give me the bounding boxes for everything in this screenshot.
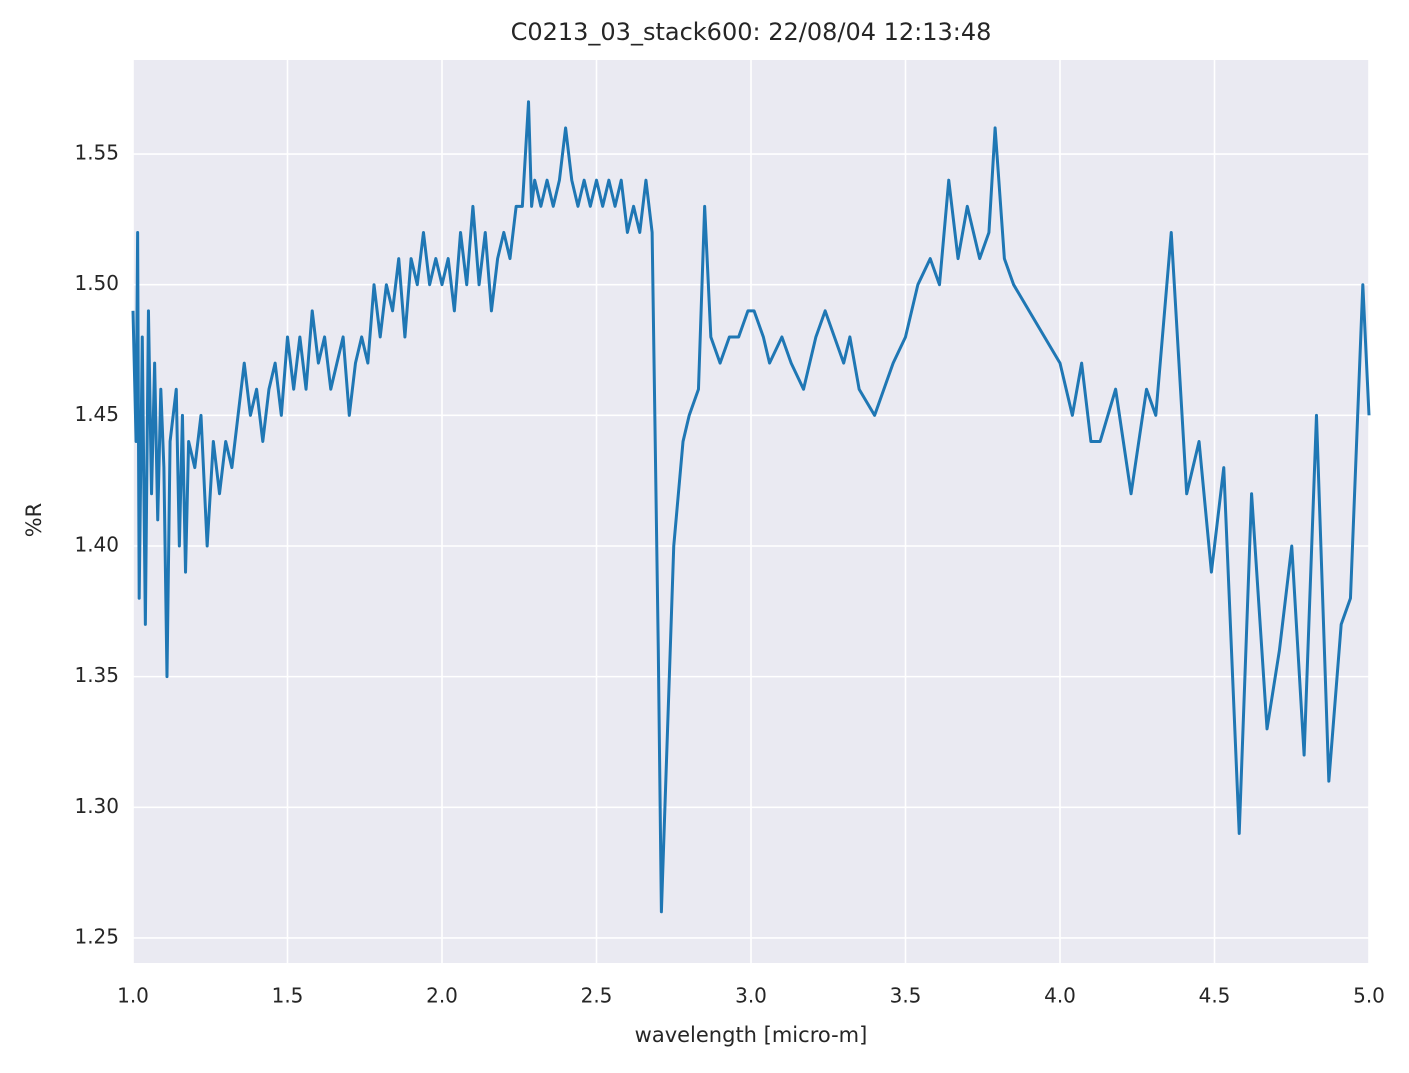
x-tick-label: 1.0 (117, 984, 149, 1008)
y-tick-label: 1.45 (74, 402, 119, 426)
chart-title: C0213_03_stack600: 22/08/04 12:13:48 (511, 18, 992, 46)
y-tick-label: 1.30 (74, 794, 119, 818)
x-tick-label: 1.5 (272, 984, 304, 1008)
data-line (131, 100, 1371, 914)
y-tick-label: 1.55 (74, 141, 119, 165)
x-axis-label: wavelength [micro-m] (635, 1023, 868, 1047)
y-tick-label: 1.40 (74, 532, 119, 556)
y-tick-label: 1.35 (74, 663, 119, 687)
x-tick-label: 4.0 (1044, 984, 1076, 1008)
y-axis-label: %R (22, 503, 46, 538)
x-tick-label: 3.5 (890, 984, 922, 1008)
x-tick-label: 4.5 (1199, 984, 1231, 1008)
x-tick-label: 2.5 (581, 984, 613, 1008)
x-tick-label: 3.0 (735, 984, 767, 1008)
x-tick-label: 2.0 (426, 984, 458, 1008)
y-tick-label: 1.25 (74, 924, 119, 948)
x-tick-label: 5.0 (1353, 984, 1385, 1008)
y-tick-label: 1.50 (74, 271, 119, 295)
